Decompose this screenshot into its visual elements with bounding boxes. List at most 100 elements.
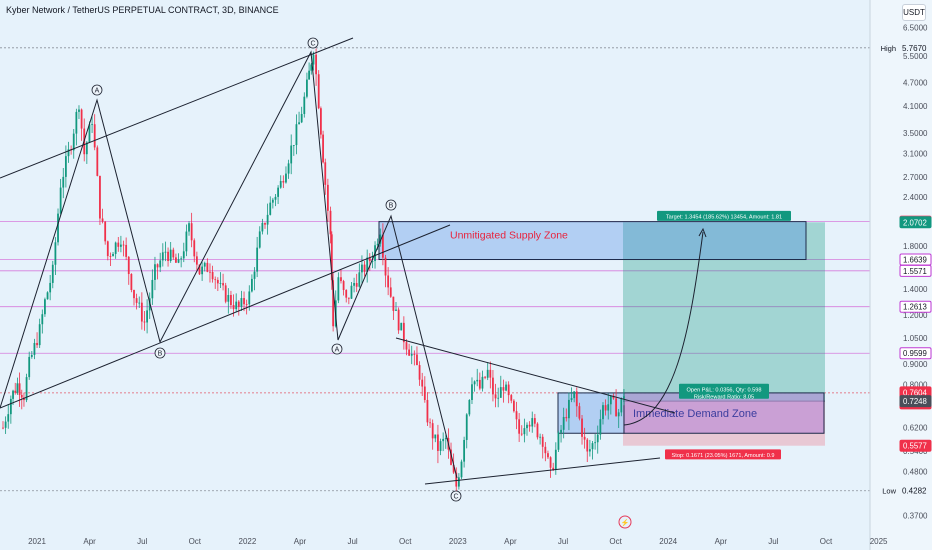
wave-label-circle xyxy=(331,343,343,355)
supply-zone[interactable] xyxy=(378,221,807,261)
candle xyxy=(387,275,390,288)
candle xyxy=(361,264,363,273)
wave-path[interactable] xyxy=(0,50,458,479)
candle xyxy=(256,247,259,272)
candle xyxy=(355,283,358,287)
candle xyxy=(615,398,617,417)
candle xyxy=(177,259,180,263)
candle xyxy=(570,398,573,400)
candle xyxy=(389,287,392,297)
candle xyxy=(127,256,130,275)
candle xyxy=(67,149,70,157)
candle xyxy=(243,298,245,305)
triangle-upper-line[interactable] xyxy=(395,337,676,414)
candle xyxy=(423,386,426,400)
price-badge-value: 0.7248 xyxy=(903,397,927,406)
candle xyxy=(224,285,227,302)
candle xyxy=(251,278,253,292)
candle xyxy=(358,272,361,287)
candle xyxy=(494,394,497,399)
candle xyxy=(481,376,484,389)
candle xyxy=(54,242,57,265)
candle xyxy=(130,274,133,291)
candle xyxy=(25,377,28,401)
wave-label: A xyxy=(335,347,340,354)
target-label-text: Target: 1.3454 (185.62%) 13454, Amount: … xyxy=(666,214,782,220)
candle xyxy=(460,461,463,478)
candle xyxy=(91,124,93,126)
candle xyxy=(539,436,541,438)
candle xyxy=(298,122,300,125)
price-badge-value: 2.0702 xyxy=(903,218,927,227)
candle xyxy=(49,282,52,293)
projection-arc[interactable] xyxy=(623,231,704,426)
price-badge xyxy=(899,300,932,313)
candle xyxy=(562,416,565,430)
candle xyxy=(101,218,104,222)
candle xyxy=(350,285,353,299)
candle xyxy=(557,432,560,450)
channel-upper-line[interactable] xyxy=(0,37,354,179)
candle xyxy=(167,251,169,261)
supply-zone-label: Unmitigated Supply Zone xyxy=(450,230,568,242)
price-badge-value: 0.5577 xyxy=(903,442,927,451)
channel-lower-line[interactable] xyxy=(0,224,451,409)
candle xyxy=(623,396,625,399)
candle xyxy=(484,376,486,378)
candle xyxy=(602,405,604,420)
candle xyxy=(439,441,442,451)
candle xyxy=(502,387,505,391)
lightning-icon[interactable] xyxy=(618,515,632,529)
candle xyxy=(230,295,232,306)
candle xyxy=(620,398,623,413)
candle xyxy=(541,436,544,447)
candle xyxy=(46,292,49,300)
triangle-lower-line[interactable] xyxy=(424,457,661,485)
candle xyxy=(72,133,75,151)
wave-label-circle xyxy=(154,347,166,359)
candle xyxy=(612,395,615,399)
candle xyxy=(426,399,429,423)
candle xyxy=(109,256,112,257)
candle xyxy=(18,383,21,395)
target-label[interactable] xyxy=(657,210,791,221)
price-badge-label: High xyxy=(881,44,896,53)
candle xyxy=(581,418,583,437)
y-tick-label: 0.6200 xyxy=(903,424,928,433)
candle xyxy=(408,349,410,356)
candle xyxy=(235,301,238,310)
candle xyxy=(413,354,416,355)
candle xyxy=(57,213,59,243)
candle xyxy=(421,379,424,387)
price-badge-value: 1.5571 xyxy=(903,267,927,276)
candle xyxy=(36,342,38,346)
candle xyxy=(30,354,33,357)
candle xyxy=(366,257,369,272)
demand-zone-left[interactable] xyxy=(557,392,625,434)
candle xyxy=(175,257,177,263)
candle xyxy=(416,354,418,366)
currency-button[interactable]: USDT xyxy=(902,4,926,21)
candle xyxy=(99,175,101,219)
pnl-label[interactable] xyxy=(679,383,769,399)
target-box[interactable] xyxy=(623,222,825,402)
candle xyxy=(80,109,83,129)
candle xyxy=(269,202,272,215)
demand-zone-label: Immediate Demand Zone xyxy=(633,408,757,420)
candle xyxy=(376,243,379,246)
candle xyxy=(515,411,518,420)
candle xyxy=(342,281,345,290)
candle xyxy=(188,223,190,232)
candle xyxy=(264,222,266,225)
candle xyxy=(206,262,209,272)
candle xyxy=(219,283,222,284)
demand-zone[interactable] xyxy=(623,392,825,434)
stop-label[interactable] xyxy=(665,449,781,460)
candle xyxy=(222,283,224,286)
candle xyxy=(410,354,413,356)
candle xyxy=(573,391,576,399)
x-tick-label: Jul xyxy=(137,537,147,546)
x-tick-label: 2022 xyxy=(239,537,257,546)
